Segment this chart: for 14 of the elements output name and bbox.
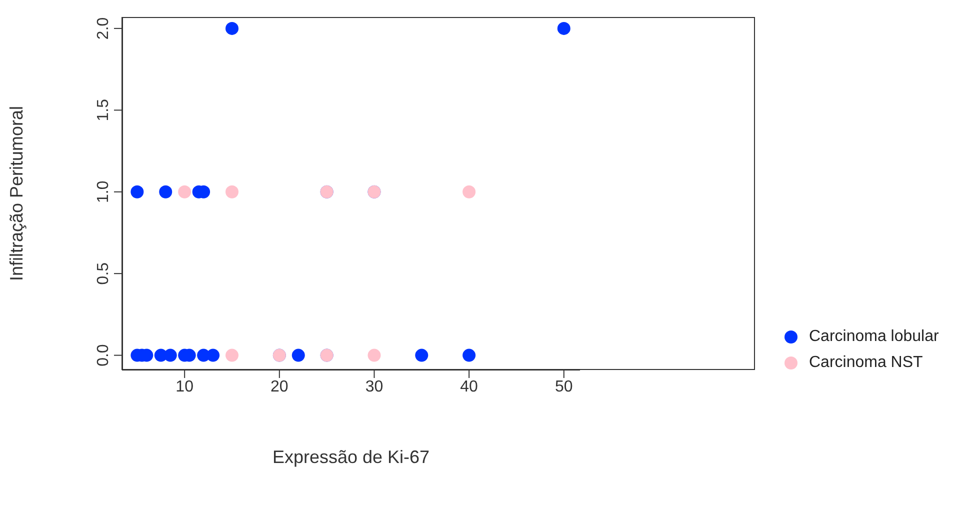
y-axis-title: Infiltração Peritumoral bbox=[6, 106, 26, 282]
x-tick-label: 40 bbox=[460, 378, 478, 396]
y-tick-label: 1.0 bbox=[95, 180, 112, 203]
legend-label: Carcinoma lobular bbox=[809, 328, 939, 346]
y-tick-label: 1.5 bbox=[95, 98, 112, 122]
x-tick-label: 50 bbox=[554, 378, 573, 396]
y-tick-label: 0.5 bbox=[95, 262, 112, 285]
x-tick-label: 20 bbox=[270, 378, 288, 396]
y-tick-label: 0.0 bbox=[95, 344, 112, 366]
legend-label: Carcinoma NST bbox=[809, 354, 923, 372]
y-tick-label: 2.0 bbox=[95, 17, 112, 40]
x-tick-label: 30 bbox=[365, 378, 384, 396]
x-tick-label: 10 bbox=[176, 378, 194, 396]
x-axis-title: Expressão de Ki-67 bbox=[272, 446, 430, 467]
